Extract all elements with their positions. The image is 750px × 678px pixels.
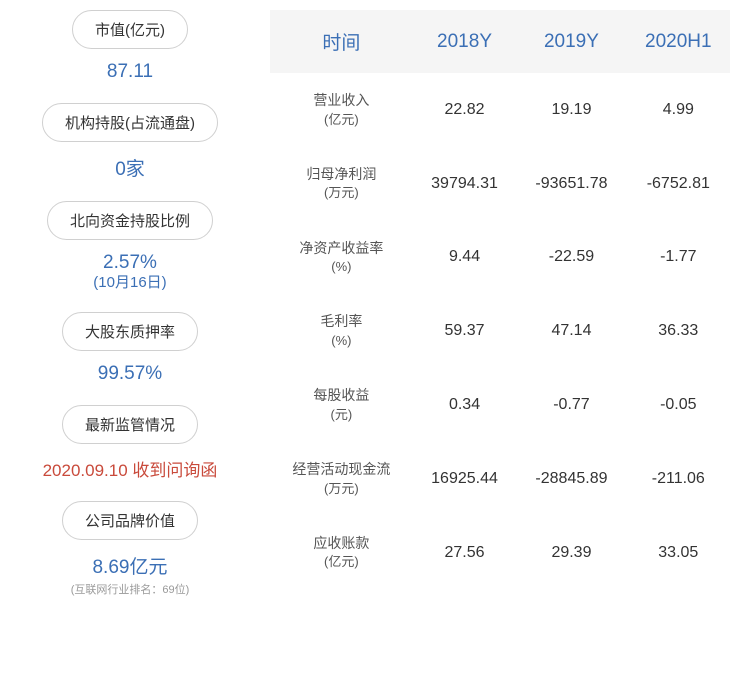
- cell-value: -93651.78: [516, 147, 626, 221]
- cell-value: 36.33: [627, 294, 730, 368]
- table-header-row: 时间 2018Y 2019Y 2020H1: [270, 10, 730, 73]
- cell-value: 16925.44: [413, 442, 517, 516]
- header-2018y: 2018Y: [413, 10, 517, 73]
- cell-value: 39794.31: [413, 147, 517, 221]
- cell-value: 59.37: [413, 294, 517, 368]
- metric-market-cap: 市值(亿元) 87.11: [72, 10, 188, 99]
- financial-table: 时间 2018Y 2019Y 2020H1 营业收入 (亿元) 22.82 19…: [270, 10, 730, 589]
- cell-value: 29.39: [516, 516, 626, 590]
- metric-label: 北向资金持股比例: [47, 201, 213, 240]
- row-label: 归母净利润 (万元): [270, 147, 413, 221]
- table-row: 应收账款 (亿元) 27.56 29.39 33.05: [270, 516, 730, 590]
- table-row: 归母净利润 (万元) 39794.31 -93651.78 -6752.81: [270, 147, 730, 221]
- cell-value: -1.77: [627, 221, 730, 295]
- cell-value: -6752.81: [627, 147, 730, 221]
- row-label: 营业收入 (亿元): [270, 73, 413, 147]
- metric-note: (互联网行业排名：69位): [71, 581, 190, 597]
- metric-subtext: (10月16日): [93, 271, 166, 292]
- metric-latest-regulation: 最新监管情况 2020.09.10 收到问询函: [43, 405, 218, 497]
- metric-major-shareholder-pledge: 大股东质押率 99.57%: [62, 312, 198, 401]
- cell-value: -22.59: [516, 221, 626, 295]
- table-row: 净资产收益率 (%) 9.44 -22.59 -1.77: [270, 221, 730, 295]
- cell-value: 0.34: [413, 368, 517, 442]
- financial-table-panel: 时间 2018Y 2019Y 2020H1 营业收入 (亿元) 22.82 19…: [260, 10, 750, 668]
- header-2019y: 2019Y: [516, 10, 626, 73]
- metric-label: 市值(亿元): [72, 10, 188, 49]
- cell-value: 22.82: [413, 73, 517, 147]
- header-2020h1: 2020H1: [627, 10, 730, 73]
- cell-value: -0.05: [627, 368, 730, 442]
- table-row: 毛利率 (%) 59.37 47.14 36.33: [270, 294, 730, 368]
- metric-label: 公司品牌价值: [62, 501, 198, 540]
- cell-value: -211.06: [627, 442, 730, 516]
- metric-institutional-holding: 机构持股(占流通盘) 0家: [42, 103, 218, 197]
- row-label: 净资产收益率 (%): [270, 221, 413, 295]
- metric-northbound-holding: 北向资金持股比例 2.57% (10月16日): [47, 201, 213, 308]
- table-row: 经营活动现金流 (万元) 16925.44 -28845.89 -211.06: [270, 442, 730, 516]
- metric-value: 0家: [115, 154, 145, 181]
- cell-value: 9.44: [413, 221, 517, 295]
- metric-value: 99.57%: [98, 363, 162, 385]
- cell-value: 33.05: [627, 516, 730, 590]
- metric-label: 最新监管情况: [62, 405, 198, 444]
- metric-label: 大股东质押率: [62, 312, 198, 351]
- left-metrics-panel: 市值(亿元) 87.11 机构持股(占流通盘) 0家 北向资金持股比例 2.57…: [0, 10, 260, 668]
- cell-value: 19.19: [516, 73, 626, 147]
- table-row: 每股收益 (元) 0.34 -0.77 -0.05: [270, 368, 730, 442]
- row-label: 应收账款 (亿元): [270, 516, 413, 590]
- row-label: 毛利率 (%): [270, 294, 413, 368]
- cell-value: -28845.89: [516, 442, 626, 516]
- row-label: 经营活动现金流 (万元): [270, 442, 413, 516]
- table-body: 营业收入 (亿元) 22.82 19.19 4.99 归母净利润 (万元) 39…: [270, 73, 730, 589]
- cell-value: 27.56: [413, 516, 517, 590]
- metric-value: 2020.09.10 收到问询函: [43, 456, 218, 481]
- cell-value: 47.14: [516, 294, 626, 368]
- metric-label: 机构持股(占流通盘): [42, 103, 218, 142]
- header-time: 时间: [270, 10, 413, 73]
- cell-value: -0.77: [516, 368, 626, 442]
- metric-value: 87.11: [107, 61, 153, 83]
- cell-value: 4.99: [627, 73, 730, 147]
- row-label: 每股收益 (元): [270, 368, 413, 442]
- table-row: 营业收入 (亿元) 22.82 19.19 4.99: [270, 73, 730, 147]
- metric-value: 8.69亿元: [92, 552, 167, 579]
- metric-brand-value: 公司品牌价值 8.69亿元 (互联网行业排名：69位): [62, 501, 198, 605]
